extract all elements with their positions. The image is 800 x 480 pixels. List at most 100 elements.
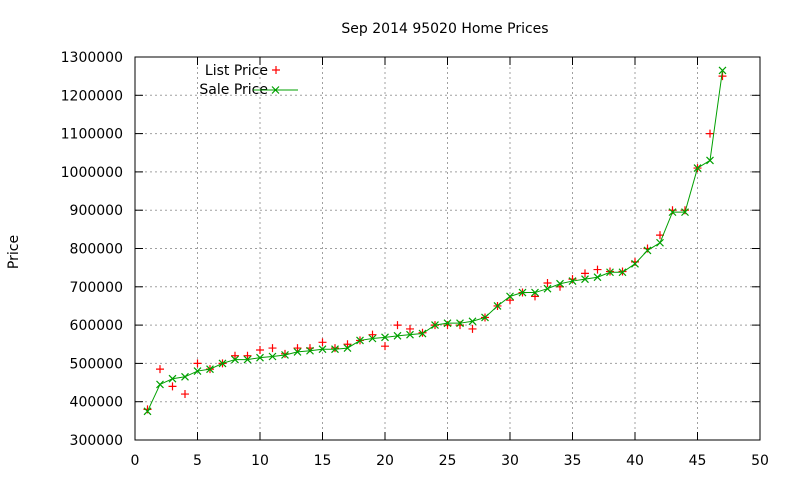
sale-price-point — [156, 380, 164, 389]
list-price-point — [268, 344, 277, 353]
sale-price-point — [518, 288, 527, 297]
y-tick-label: 300000 — [70, 433, 123, 449]
sale-price-point — [668, 208, 677, 217]
sale-price-point — [631, 259, 639, 268]
data-series — [143, 66, 727, 416]
y-tick-label: 700000 — [70, 280, 123, 296]
sale-price-point — [456, 319, 464, 328]
sale-price-point — [293, 347, 302, 356]
sale-price-point — [343, 344, 352, 353]
sale-price-point — [506, 292, 514, 301]
y-tick-labels: 300000 400000 500000 600000 700000 800000 9000… — [61, 50, 123, 449]
sale-price-point — [568, 277, 577, 285]
chart-title: Sep 2014 95020 Home Prices — [341, 21, 548, 37]
y-tick-label: 1300000 — [61, 50, 123, 66]
x-tick-label: 20 — [376, 453, 394, 469]
list-price-point — [468, 324, 477, 333]
sale-price-point — [368, 334, 377, 343]
x-tick-label: 10 — [251, 453, 269, 469]
list-price-point — [293, 344, 302, 353]
list-price-point — [393, 321, 402, 330]
list-price-point — [156, 365, 164, 374]
sale-price-point — [418, 329, 427, 338]
sale-price-point — [381, 333, 389, 342]
legend: List Price Sale Price — [199, 63, 298, 98]
sale-price-point — [531, 288, 539, 297]
sale-price-point — [218, 359, 227, 368]
sale-price-point — [581, 275, 589, 284]
list-price-point — [631, 257, 639, 266]
sale-price-point — [693, 164, 702, 172]
x-tick-label: 15 — [314, 453, 332, 469]
sale-price-point — [168, 374, 177, 383]
list-price-point — [331, 344, 339, 353]
x-tick-label: 25 — [439, 453, 457, 469]
list-price-point — [593, 265, 602, 274]
y-tick-label: 600000 — [70, 318, 123, 334]
sale-price-point — [543, 284, 552, 293]
list-price-point — [168, 382, 177, 391]
y-tick-label: 500000 — [70, 356, 123, 372]
sale-price-point — [718, 66, 727, 75]
list-price-point — [531, 292, 539, 301]
sale-price-point — [231, 355, 239, 364]
sale-price-point — [206, 365, 214, 374]
list-price-point — [368, 330, 377, 339]
sale-price-point — [706, 156, 714, 165]
sale-price-point — [481, 313, 489, 322]
list-price-point — [706, 129, 714, 138]
sale-price-point — [356, 336, 364, 345]
list-price-point — [581, 269, 589, 278]
sale-price-point — [656, 238, 664, 247]
list-price-point — [181, 390, 189, 399]
sale-price-point — [306, 346, 314, 355]
y-tick-label: 800000 — [70, 242, 123, 258]
x-tick-label: 40 — [626, 453, 644, 469]
grid-lines — [135, 57, 760, 440]
sale-price-point — [593, 273, 602, 282]
y-tick-label: 1100000 — [61, 127, 123, 143]
y-tick-label: 400000 — [70, 395, 123, 411]
list-price-point — [318, 338, 327, 347]
sale-price-point — [556, 279, 564, 288]
y-tick-label: 1000000 — [61, 165, 123, 181]
list-price-point — [193, 359, 202, 368]
plot-frame — [134, 56, 761, 441]
x-tick-label: 5 — [193, 453, 202, 469]
series-sale-price — [143, 66, 727, 416]
legend-label: List Price — [205, 63, 268, 79]
x-tick-label: 45 — [689, 453, 707, 469]
sale-price-point — [281, 351, 289, 359]
list-price-point — [506, 296, 514, 305]
list-price-point — [443, 321, 452, 330]
sale-price-point — [331, 345, 339, 354]
sale-price-point — [243, 355, 252, 364]
legend-marker — [271, 86, 280, 94]
sale-price-point — [681, 208, 689, 217]
sale-price-point — [256, 353, 264, 362]
legend-label: Sale Price — [199, 82, 268, 98]
sale-price-point — [493, 302, 502, 310]
list-price-point — [143, 405, 152, 414]
legend-marker — [272, 66, 280, 74]
x-tick-label: 35 — [564, 453, 582, 469]
axis-ticks — [134, 56, 761, 441]
sale-price-point — [268, 352, 277, 361]
y-axis-label: Price — [6, 235, 22, 269]
list-price-point — [681, 206, 689, 215]
list-price-point — [543, 278, 552, 287]
sale-price-point — [393, 331, 402, 340]
sale-price-point — [318, 345, 327, 354]
sale-price-point — [618, 268, 627, 277]
sale-price-point — [406, 330, 414, 339]
x-tick-label: 50 — [751, 453, 769, 469]
x-tick-label: 0 — [131, 453, 140, 469]
x-tick-labels: 0 5 10 15 20 25 30 35 40 45 50 — [131, 453, 769, 469]
sale-price-point — [193, 367, 202, 375]
list-price-point — [231, 351, 239, 360]
sale-price-point — [181, 372, 189, 381]
x-tick-label: 30 — [501, 453, 519, 469]
sale-price-point — [468, 317, 477, 326]
series-list-price — [143, 72, 727, 414]
sale-price-point — [643, 246, 652, 255]
